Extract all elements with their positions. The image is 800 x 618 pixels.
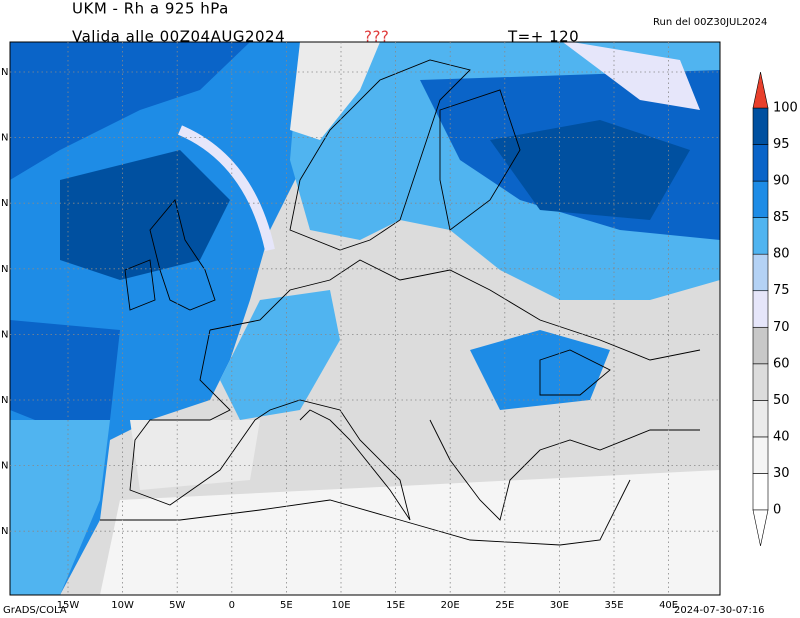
lead-time: T=+ 120 (507, 28, 579, 46)
lat-label: N (1, 461, 8, 472)
coastline (209, 259, 701, 361)
lon-label: 30E (550, 600, 569, 611)
colorbar-label: 40 (773, 429, 790, 444)
lon-label: 40E (659, 600, 678, 611)
colorbar-label: 100 (773, 101, 798, 116)
colorbar-bin (752, 144, 769, 182)
humid-area (60, 150, 230, 280)
coastline (100, 479, 631, 546)
colorbar-bin (752, 363, 769, 401)
lon-label: 15E (386, 600, 405, 611)
colorbar-label: 30 (773, 466, 790, 481)
colorbar-bin (752, 326, 769, 365)
lat-label: N (1, 198, 8, 209)
flag: ??? (364, 28, 389, 46)
coastline (129, 329, 411, 521)
lat-label: N (1, 329, 8, 340)
humid-area (220, 290, 340, 420)
colorbar-label: 75 (773, 283, 790, 298)
coastline (439, 89, 521, 231)
coastline (289, 59, 471, 251)
valid-time: Valida alle 00Z04AUG2024 (72, 28, 285, 46)
dry-area (290, 42, 380, 140)
colorbar-bin (752, 180, 769, 218)
colorbar-bin (752, 217, 769, 255)
lat-label: N (1, 526, 8, 537)
colorbar-label: 85 (773, 210, 790, 225)
lat-label: N (1, 264, 8, 275)
lon-label: 25E (495, 600, 514, 611)
colorbar-label: 50 (773, 393, 790, 408)
footer-left: GrADS/COLA (3, 605, 67, 616)
lon-label: 10W (111, 600, 134, 611)
humid-area (10, 420, 110, 595)
coastline (539, 349, 611, 396)
dry-area (130, 420, 260, 490)
colorbar-label: 0 (773, 503, 781, 518)
colorbar-label: 95 (773, 137, 790, 152)
colorbar-label: 70 (773, 320, 790, 335)
humid-area (10, 320, 120, 430)
colorbar-bin (752, 290, 769, 328)
map-frame (9, 41, 721, 596)
lat-label: N (1, 67, 8, 78)
humid-area (10, 42, 250, 180)
map-title: UKM - Rh a 925 hPa (72, 0, 229, 18)
lon-label: 0 (229, 600, 235, 611)
coastline (429, 419, 700, 521)
dry-area (100, 470, 720, 595)
coastline (124, 259, 156, 311)
colorbar-over-arrow (752, 71, 769, 109)
colorbar-label: 80 (773, 247, 790, 262)
coastline (149, 199, 216, 311)
colorbar-bin (752, 473, 769, 511)
colorbar-label: 90 (773, 174, 790, 189)
colorbar-bin (752, 400, 769, 438)
lon-label: 10E (331, 600, 350, 611)
map (9, 41, 721, 596)
dry-area (562, 42, 700, 110)
colorbar-bin (752, 436, 769, 474)
lon-label: 5E (280, 600, 293, 611)
lat-label: N (1, 395, 8, 406)
lon-label: 35E (604, 600, 623, 611)
colorbar-bin (752, 253, 769, 292)
run-time: Run del 00Z30JUL2024 (653, 17, 767, 28)
colorbar-bin (752, 107, 769, 145)
lon-label: 20E (441, 600, 460, 611)
lat-label: N (1, 133, 8, 144)
colorbar-label: 60 (773, 356, 790, 371)
humid-area (490, 120, 690, 220)
lon-label: 5W (169, 600, 185, 611)
lon-label: 15W (57, 600, 80, 611)
colorbar-under-arrow (752, 509, 769, 547)
footer-right: 2024-07-30-07:16 (674, 605, 765, 616)
